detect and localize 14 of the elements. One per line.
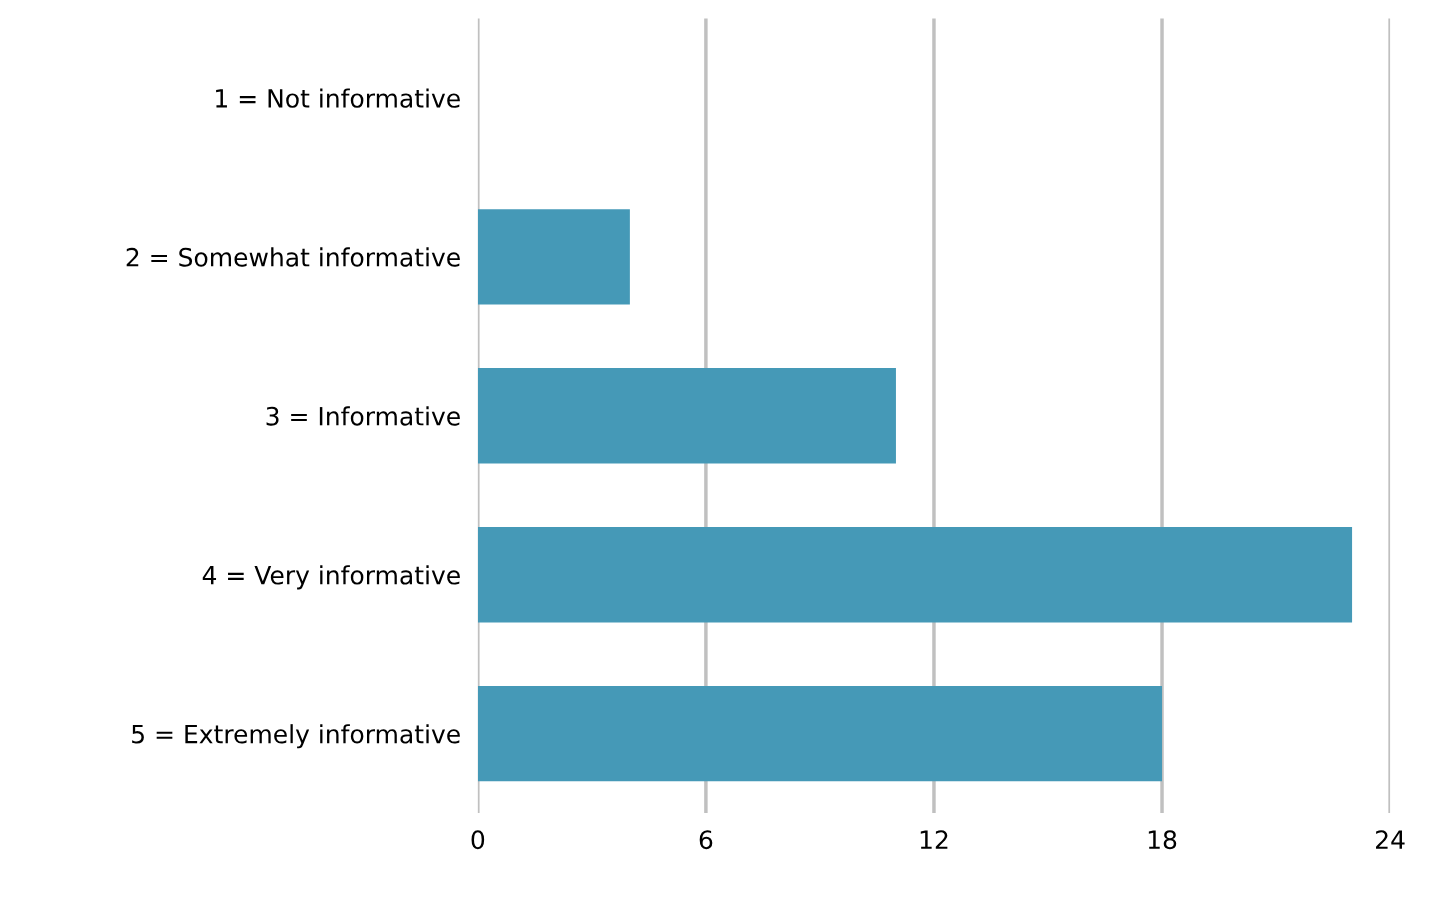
x-tick-label: 0 <box>471 830 485 850</box>
x-tick-label: 18 <box>1148 830 1177 850</box>
y-tick-label: 1 = Not informative <box>216 88 460 108</box>
bar <box>477 527 1353 623</box>
bar <box>477 685 1163 782</box>
bar <box>477 209 630 305</box>
x-tick-label: 12 <box>920 830 948 849</box>
bar <box>477 368 896 464</box>
x-tick-label: 24 <box>1376 830 1405 849</box>
y-tick-label: 3 = Informative <box>266 406 460 426</box>
y-tick-label: 5 = Extremely informative <box>132 724 460 749</box>
y-tick-label: 4 = Very informative <box>202 565 460 590</box>
x-tick-label: 6 <box>699 830 713 850</box>
y-tick-label: 2 = Somewhat informative <box>126 247 460 267</box>
